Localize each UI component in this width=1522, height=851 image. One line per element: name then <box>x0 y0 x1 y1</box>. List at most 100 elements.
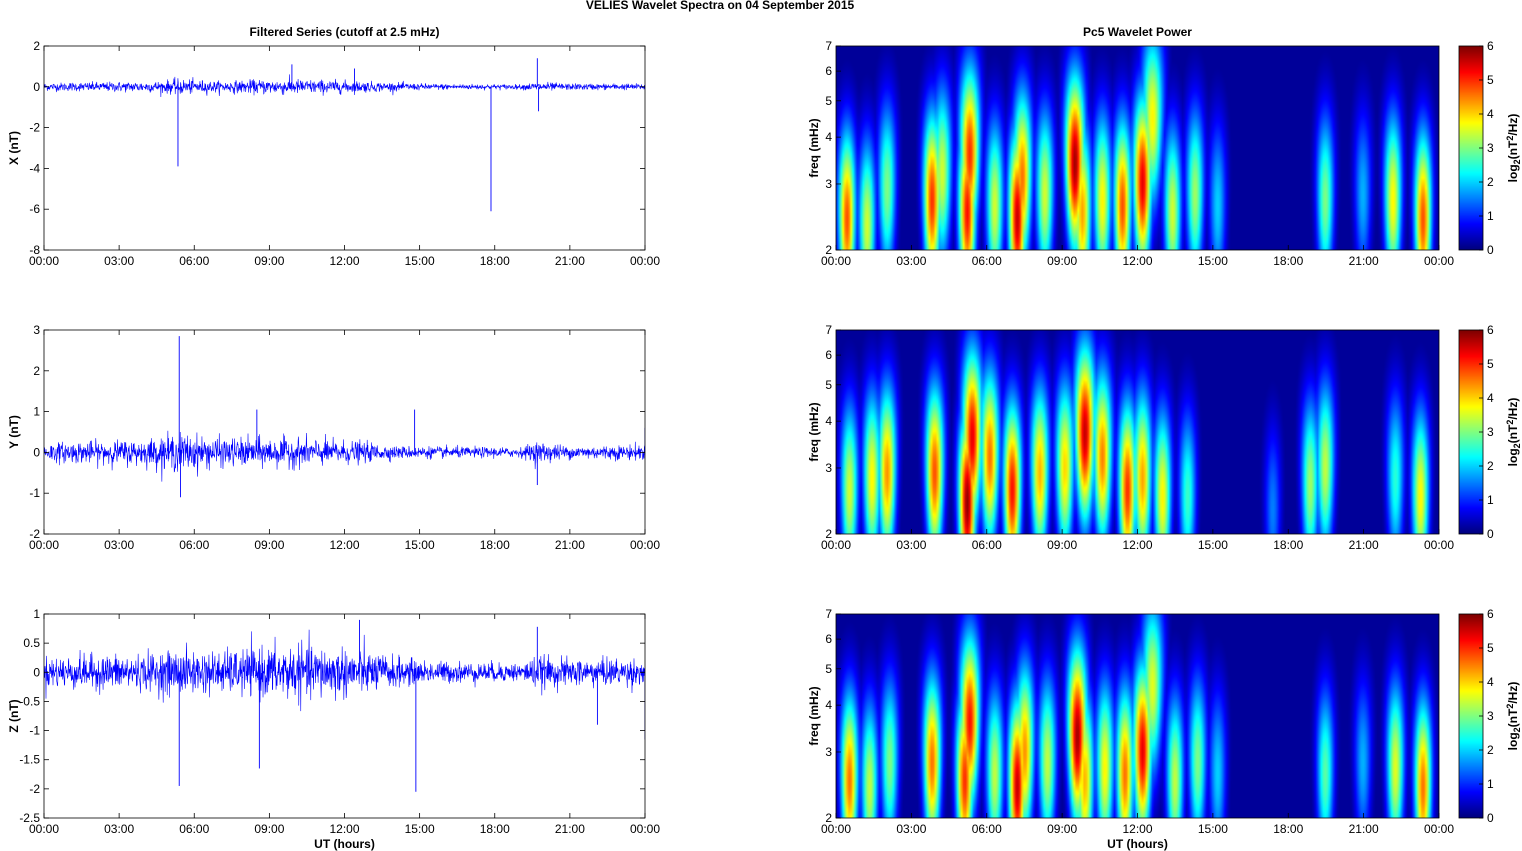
x-tick-label: 06:00 <box>972 254 1002 268</box>
colorbar-tick-label: 2 <box>1487 743 1494 757</box>
y-tick-label: 6 <box>825 348 832 362</box>
x-tick-label: 06:00 <box>179 254 209 268</box>
power-heatmap <box>836 330 1439 534</box>
y-axis-label: X (nT) <box>7 131 21 165</box>
colorbar-label-part: 2 <box>1512 727 1522 732</box>
y-tick-label: 5 <box>825 94 832 108</box>
colorbar-tick-label: 3 <box>1487 425 1494 439</box>
colorbar-label-part: /Hz) <box>1506 114 1520 136</box>
y-tick-label: 6 <box>825 632 832 646</box>
x-axis-label: UT (hours) <box>314 837 375 851</box>
y-tick-label: 2 <box>33 39 40 53</box>
y-tick-label: 0.5 <box>23 636 40 650</box>
colorbar-label-part: 2 <box>1512 443 1522 448</box>
colorbar-label-part: (nT <box>1506 424 1520 443</box>
y-tick-label: 3 <box>33 323 40 337</box>
x-tick-label: 21:00 <box>1349 538 1379 552</box>
colorbar-tick-label: 4 <box>1487 391 1494 405</box>
figure-title: VELIES Wavelet Spectra on 04 September 2… <box>586 0 855 12</box>
x-tick-label: 00:00 <box>29 254 59 268</box>
y-tick-label: -6 <box>29 202 40 216</box>
x-tick-label: 00:00 <box>630 254 660 268</box>
x-tick-label: 18:00 <box>480 254 510 268</box>
y-tick-label: -2.5 <box>19 811 40 825</box>
x-tick-label: 03:00 <box>104 822 134 836</box>
colorbar-label-part: 2 <box>1512 159 1522 164</box>
x-tick-label: 21:00 <box>1349 254 1379 268</box>
x-tick-label: 18:00 <box>1273 822 1303 836</box>
colorbar-tick-label: 1 <box>1487 777 1494 791</box>
x-tick-label: 18:00 <box>1273 254 1303 268</box>
colorbar-tick-label: 0 <box>1487 811 1494 825</box>
colorbar-tick-label: 5 <box>1487 357 1494 371</box>
panel-power-1: Pc5 Wavelet Power2345670123456log2(nT2/H… <box>807 25 1522 268</box>
x-tick-label: 00:00 <box>630 822 660 836</box>
panel-series-1: Filtered Series (cutoff at 2.5 mHz) -8 -6 -… <box>7 25 660 268</box>
y-tick-label: -1 <box>29 486 40 500</box>
colorbar-tick-label: 0 <box>1487 527 1494 541</box>
colorbar-label-part: /Hz) <box>1506 682 1520 704</box>
colorbar-label-part: 2 <box>1505 136 1515 141</box>
colorbar-label-part: log <box>1506 732 1520 750</box>
y-tick-label: -4 <box>29 161 40 175</box>
colorbar-tick-label: 4 <box>1487 107 1494 121</box>
colorbar-tick-label: 3 <box>1487 141 1494 155</box>
y-tick-label: -0.5 <box>19 694 40 708</box>
x-tick-label: 18:00 <box>480 538 510 552</box>
x-tick-label: 12:00 <box>1122 822 1152 836</box>
y-tick-label: 0 <box>33 445 40 459</box>
x-tick-label: 00:00 <box>630 538 660 552</box>
y-tick-label: 4 <box>825 698 832 712</box>
colorbar-tick-label: 3 <box>1487 709 1494 723</box>
x-tick-label: 15:00 <box>405 538 435 552</box>
x-tick-label: 00:00 <box>821 822 851 836</box>
panel-title: Pc5 Wavelet Power <box>1083 25 1192 39</box>
x-tick-label: 03:00 <box>104 538 134 552</box>
colorbar-label: log2(nT2/Hz) <box>1505 114 1522 183</box>
axes-frame <box>43 45 646 251</box>
panel-series-3: -2.5 -2 -1.5 -1 -0.5 0 0.5 1 00:00 03:00 06:00 09:0… <box>7 607 660 851</box>
axes-frame <box>43 613 646 819</box>
power-heatmap <box>836 614 1439 818</box>
x-tick-label: 09:00 <box>254 538 284 552</box>
colorbar-label-part: 2 <box>1505 420 1515 425</box>
x-tick-label: 06:00 <box>179 538 209 552</box>
x-tick-label: 12:00 <box>329 538 359 552</box>
y-tick-label: -2 <box>29 782 40 796</box>
x-tick-label: 00:00 <box>821 538 851 552</box>
y-tick-label: -2 <box>29 121 40 135</box>
colorbar-tick-label: 2 <box>1487 459 1494 473</box>
panel-series-2: -2 -1 0 1 2 3 00:00 03:00 06:00 09:00 12:00 15:00 18… <box>7 323 660 552</box>
x-tick-label: 15:00 <box>1198 538 1228 552</box>
x-tick-label: 15:00 <box>1198 254 1228 268</box>
colorbar-tick-label: 6 <box>1487 39 1494 53</box>
x-tick-label: 21:00 <box>1349 822 1379 836</box>
y-tick-label: 4 <box>825 130 832 144</box>
series-line <box>44 629 645 712</box>
colorbar-label: log2(nT2/Hz) <box>1505 682 1522 751</box>
y-tick-label: -1 <box>29 724 40 738</box>
x-tick-label: 00:00 <box>1424 254 1454 268</box>
x-tick-label: 06:00 <box>972 538 1002 552</box>
y-tick-label: -1.5 <box>19 753 40 767</box>
y-tick-label: 6 <box>825 64 832 78</box>
x-tick-label: 06:00 <box>972 822 1002 836</box>
colorbar-label-part: 2 <box>1505 704 1515 709</box>
y-axis-label: Y (nT) <box>7 415 21 449</box>
x-tick-label: 09:00 <box>1047 538 1077 552</box>
x-tick-label: 21:00 <box>555 254 585 268</box>
x-tick-label: 00:00 <box>1424 538 1454 552</box>
colorbar-tick-label: 4 <box>1487 675 1494 689</box>
colorbar-tick-label: 2 <box>1487 175 1494 189</box>
colorbar-label-part: log <box>1506 164 1520 182</box>
y-tick-label: 3 <box>825 745 832 759</box>
y-tick-label: 2 <box>825 527 832 541</box>
y-tick-label: 4 <box>825 414 832 428</box>
colorbar-label-part: log <box>1506 448 1520 466</box>
x-tick-label: 06:00 <box>179 822 209 836</box>
x-tick-label: 03:00 <box>896 254 926 268</box>
x-tick-label: 15:00 <box>405 822 435 836</box>
x-tick-label: 03:00 <box>896 538 926 552</box>
y-tick-label: 2 <box>825 811 832 825</box>
